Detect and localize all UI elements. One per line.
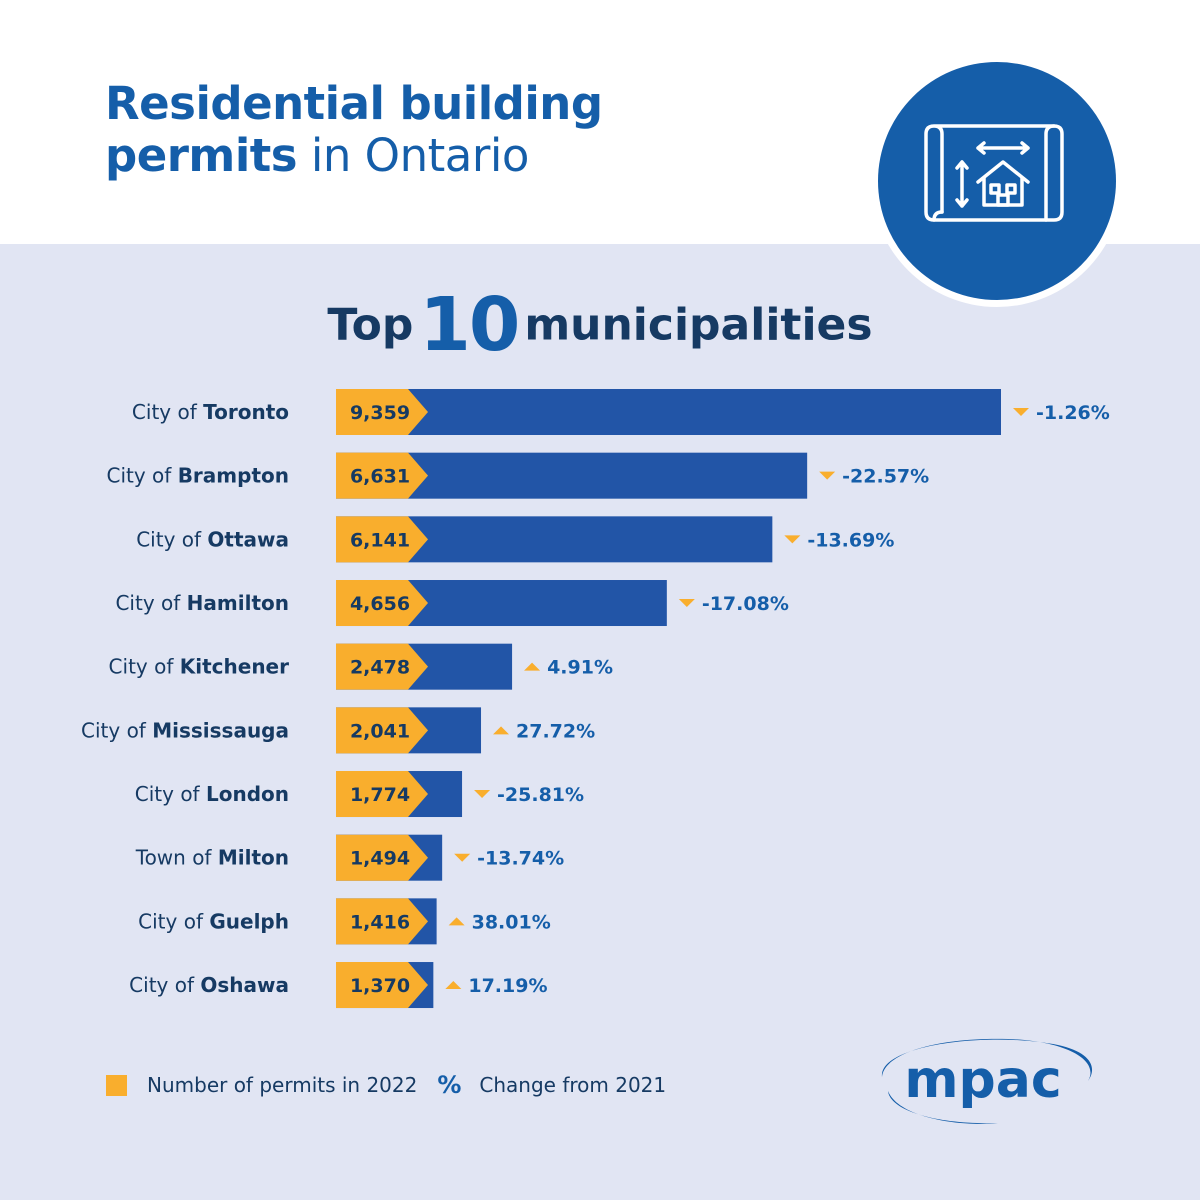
value-label: 2,041 (350, 720, 410, 742)
change-down-arrow (1013, 408, 1029, 416)
legend: Number of permits in 2022% Change from 20… (106, 1071, 666, 1101)
value-label: 1,416 (350, 911, 410, 933)
value-badge (336, 643, 428, 690)
legend-label-change: Change from 2021 (479, 1073, 667, 1097)
chart-subtitle: Top10 municipalities (0, 282, 1200, 368)
value-label: 1,774 (350, 784, 410, 806)
category-label: City of Brampton (106, 464, 289, 488)
category-label: City of Mississauga (81, 718, 289, 742)
value-label: 9,359 (350, 402, 410, 424)
mpac-logo-text: mpac (904, 1050, 1061, 1110)
change-label: -25.81% (497, 784, 584, 806)
category-label: City of Guelph (138, 909, 289, 933)
change-up-arrow (493, 726, 510, 735)
value-label: 2,478 (350, 657, 410, 679)
change-label: -17.08% (702, 593, 789, 615)
value-label: 4,656 (350, 593, 410, 615)
change-up-arrow (445, 981, 462, 990)
title-bold-line-2: permits (105, 129, 298, 182)
value-badge (336, 516, 428, 563)
value-badge (336, 962, 428, 1009)
value-label: 1,494 (350, 848, 410, 870)
blueprint-house-icon (878, 62, 1116, 300)
change-down-arrow (454, 853, 471, 862)
change-label: 38.01% (472, 911, 551, 933)
change-label: -13.74% (477, 848, 564, 870)
page-title: Residential building permits in Ontario (105, 78, 603, 182)
legend-swatch-permits (106, 1074, 127, 1096)
change-label: 27.72% (516, 720, 595, 742)
value-badge (336, 707, 428, 754)
title-regular: in Ontario (297, 129, 530, 182)
value-badge (336, 580, 428, 627)
value-badge (336, 389, 428, 435)
value-badge (336, 898, 428, 945)
subtitle-number: 10 (419, 282, 520, 368)
change-down-arrow (678, 599, 695, 608)
value-badge (336, 834, 428, 881)
change-up-arrow (524, 662, 541, 671)
mpac-logo: mpac (881, 1038, 1093, 1124)
category-label: City of Oshawa (129, 973, 289, 997)
bar (336, 389, 1001, 435)
legend-percent-symbol: % (437, 1071, 462, 1099)
legend-label-permits: Number of permits in 2022 (147, 1073, 418, 1097)
category-label: City of Hamilton (115, 591, 289, 615)
change-label: -1.26% (1036, 402, 1110, 424)
category-label: City of Kitchener (109, 655, 290, 679)
value-label: 1,370 (350, 975, 410, 997)
category-label: City of Toronto (132, 400, 289, 424)
value-label: 6,141 (350, 529, 410, 551)
change-label: -13.69% (807, 529, 894, 551)
change-down-arrow (819, 471, 836, 480)
value-badge (336, 452, 428, 499)
title-bold-line-1: Residential building (105, 77, 603, 130)
change-up-arrow (448, 917, 465, 926)
subtitle-top: Top (327, 299, 414, 351)
change-label: 17.19% (468, 975, 547, 997)
value-badge (336, 771, 428, 818)
change-down-arrow (784, 535, 801, 544)
change-label: -22.57% (842, 466, 929, 488)
change-label: 4.91% (547, 657, 613, 679)
category-label: City of London (135, 782, 289, 806)
subtitle-municipalities: municipalities (524, 299, 873, 351)
change-down-arrow (474, 790, 491, 799)
category-label: City of Ottawa (136, 527, 289, 551)
value-label: 6,631 (350, 466, 410, 488)
bar-chart: City of Toronto 9,359 -1.26% City of Brampt… (81, 389, 1110, 1009)
category-label: Town of Milton (135, 846, 289, 870)
